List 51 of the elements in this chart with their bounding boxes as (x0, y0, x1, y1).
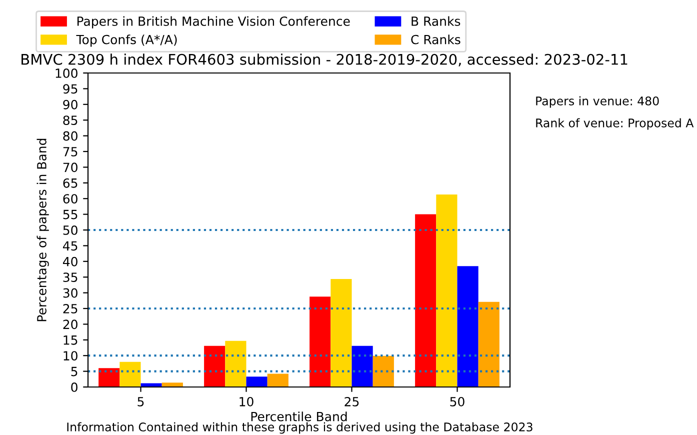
legend-label: Papers in British Machine Vision Conference (77, 16, 350, 28)
x-tick-label: 50 (450, 396, 464, 406)
y-tick-label: 80 (63, 131, 78, 141)
bar (330, 278, 352, 387)
y-axis-title: Percentage of papers in Band (36, 138, 49, 322)
y-tick-label: 45 (62, 241, 78, 251)
x-tick-label: 25 (344, 396, 359, 406)
chart-title: BMVC 2309 h index FOR4603 submission - 2018-2019-2020, accessed: 2023-02-11 (22, 54, 628, 66)
bar (204, 346, 226, 387)
y-tick-label: 85 (63, 116, 78, 126)
y-tick-label: 60 (63, 194, 78, 204)
legend-label: Top Confs (A*/A) (76, 34, 177, 47)
y-tick-label: 30 (63, 288, 78, 298)
y-tick-label: 95 (63, 84, 78, 94)
bar (225, 340, 246, 387)
y-tick-label: 50 (63, 225, 78, 235)
y-tick-label: 5 (71, 366, 78, 376)
bar (162, 382, 183, 387)
x-tick-label: 5 (138, 397, 144, 406)
x-tick-label: 10 (240, 396, 254, 406)
y-tick-label: 25 (63, 304, 78, 314)
bar (372, 356, 394, 387)
bar (310, 296, 331, 387)
x-axis-title: Percentile Band (251, 412, 347, 422)
legend-label: C Ranks (411, 34, 460, 44)
y-tick-label: 10 (64, 351, 78, 361)
y-tick-label: 0 (71, 382, 78, 392)
y-tick-label: 65 (63, 178, 78, 188)
y-tick-label: 35 (63, 272, 78, 282)
bar (436, 194, 458, 387)
bar (457, 266, 478, 387)
y-tick-label: 75 (63, 147, 78, 156)
bar (98, 368, 120, 387)
bar (415, 214, 436, 387)
text: Information Contained within these graphs is derived using the Database 2023 (67, 422, 532, 434)
y-tick-label: 40 (62, 256, 78, 266)
legend-label: B Ranks (412, 16, 460, 26)
bar (120, 362, 141, 387)
y-tick-label: 55 (63, 210, 78, 220)
y-tick-label: 20 (63, 320, 78, 330)
y-tick-label: 15 (64, 336, 78, 345)
y-tick-label: 70 (63, 162, 78, 172)
bar (267, 374, 288, 387)
bar (140, 383, 162, 387)
text: Papers in venue: 480 (536, 96, 659, 108)
y-tick-label: 90 (63, 100, 78, 110)
bar (352, 346, 373, 387)
text: Rank of venue: Proposed A (536, 118, 694, 130)
bar (246, 376, 268, 387)
bar (478, 302, 500, 387)
y-tick-label: 100 (56, 68, 78, 78)
